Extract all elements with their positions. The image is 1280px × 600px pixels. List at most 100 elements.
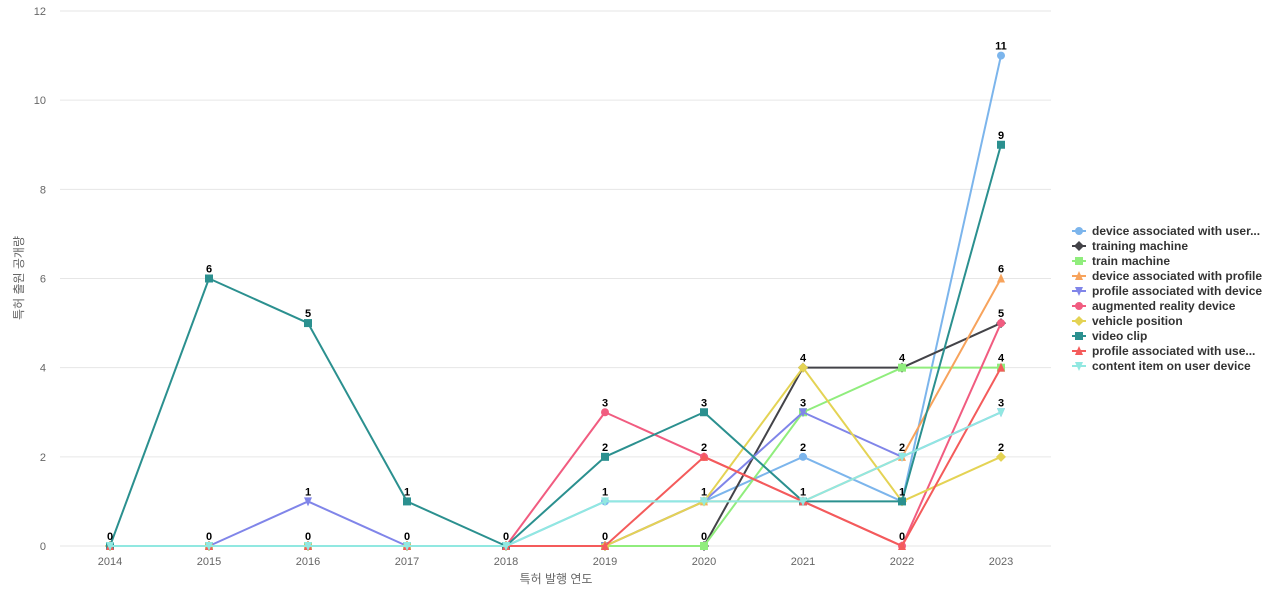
series-line-video-clip — [109, 143, 1002, 547]
y-tick-label: 10 — [34, 95, 46, 107]
data-label: 1 — [701, 486, 707, 498]
legend-marker — [1075, 257, 1083, 265]
legend: device associated with user...training m… — [1072, 224, 1262, 373]
data-point-profile-associated-with-device — [799, 408, 807, 418]
data-point-augmented-reality-device — [601, 408, 609, 417]
x-tick-label: 2014 — [98, 556, 122, 568]
legend-item-content-item-on-user-device[interactable]: content item on user device — [1072, 359, 1251, 373]
data-label: 0 — [701, 531, 707, 543]
data-point-video-clip — [304, 319, 312, 328]
data-point-video-clip — [601, 452, 609, 461]
data-point-device-associated-with-profile — [997, 273, 1005, 283]
data-label: 1 — [899, 486, 905, 498]
legend-item-video-clip[interactable]: video clip — [1072, 329, 1147, 343]
data-point-profile-associated-with-device — [304, 497, 312, 507]
data-label: 0 — [503, 531, 509, 543]
data-label: 1 — [404, 486, 410, 498]
data-label: 5 — [998, 308, 1004, 320]
data-point-content-item-on-user-device — [205, 542, 213, 551]
y-tick-label: 12 — [34, 6, 46, 18]
data-label: 5 — [305, 308, 311, 320]
legend-marker — [1075, 362, 1083, 371]
series-augmented-reality-device — [106, 319, 1005, 550]
y-axis-ticks: 0 2 4 6 8 10 12 — [34, 6, 46, 553]
y-tick-label: 8 — [40, 184, 46, 196]
y-axis-title: 특허 출원 공개량 — [12, 236, 26, 320]
legend-item-profile-associated-with-use[interactable]: profile associated with use... — [1072, 344, 1255, 358]
data-label: 11 — [995, 41, 1007, 53]
legend-item-train-machine[interactable]: train machine — [1072, 254, 1170, 268]
legend-marker — [1075, 287, 1083, 296]
data-point-content-item-on-user-device — [601, 497, 609, 507]
legend-item-profile-associated-with-device[interactable]: profile associated with device — [1072, 284, 1262, 298]
data-point-video-clip — [997, 140, 1005, 149]
data-label: 3 — [701, 397, 707, 409]
series-device-associated-with-user — [106, 51, 1005, 550]
y-tick-label: 4 — [40, 363, 46, 375]
legend-item-augmented-reality-device[interactable]: augmented reality device — [1072, 299, 1236, 313]
data-point-device-associated-with-user — [799, 452, 807, 461]
series-layer — [105, 51, 1006, 551]
y-tick-label: 2 — [40, 452, 46, 464]
legend-item-device-associated-with-user[interactable]: device associated with user... — [1072, 224, 1260, 238]
series-line-augmented-reality-device — [109, 322, 1002, 547]
legend-item-training-machine[interactable]: training machine — [1072, 239, 1188, 253]
data-point-content-item-on-user-device — [304, 542, 312, 551]
series-video-clip — [106, 140, 1005, 550]
data-point-device-associated-with-user — [997, 51, 1005, 60]
data-point-video-clip — [205, 274, 213, 283]
x-axis-title: 특허 발행 연도 — [520, 571, 593, 586]
legend-item-vehicle-position[interactable]: vehicle position — [1072, 314, 1183, 328]
legend-label: vehicle position — [1092, 314, 1183, 328]
legend-label: device associated with user... — [1092, 224, 1260, 238]
data-point-augmented-reality-device — [997, 319, 1005, 328]
data-label: 9 — [998, 130, 1004, 142]
data-label: 2 — [998, 442, 1004, 454]
data-label: 0 — [404, 531, 410, 543]
data-label: 1 — [602, 486, 608, 498]
series-content-item-on-user-device — [106, 408, 1005, 551]
series-profile-associated-with-use — [106, 362, 1005, 550]
series-line-content-item-on-user-device — [109, 411, 1002, 547]
data-point-content-item-on-user-device — [403, 542, 411, 551]
data-point-profile-associated-with-use — [700, 451, 708, 461]
legend-marker — [1075, 332, 1083, 340]
data-label: 4 — [800, 353, 807, 365]
data-point-content-item-on-user-device — [898, 452, 906, 462]
data-point-content-item-on-user-device — [106, 542, 114, 551]
series-line-training-machine — [109, 322, 1002, 547]
legend-marker — [1075, 271, 1083, 280]
x-tick-label: 2017 — [395, 556, 419, 568]
x-tick-label: 2022 — [890, 556, 914, 568]
data-label: 1 — [305, 486, 311, 498]
legend-label: training machine — [1092, 239, 1188, 253]
legend-label: profile associated with use... — [1092, 344, 1255, 358]
series-device-associated-with-profile — [106, 273, 1005, 550]
legend-label: video clip — [1092, 329, 1147, 343]
data-label: 6 — [206, 264, 212, 276]
data-label: 2 — [602, 442, 608, 454]
data-point-content-item-on-user-device — [700, 497, 708, 507]
series-line-device-associated-with-profile — [109, 277, 1002, 547]
data-label: 0 — [602, 531, 608, 543]
data-point-video-clip — [898, 497, 906, 506]
data-label: 0 — [899, 531, 905, 543]
data-label: 2 — [800, 442, 806, 454]
legend-marker — [1075, 302, 1083, 310]
legend-item-device-associated-with-profile[interactable]: device associated with profile — [1072, 269, 1262, 283]
data-label: 2 — [899, 442, 905, 454]
legend-marker — [1075, 346, 1083, 355]
data-point-content-item-on-user-device — [502, 542, 510, 551]
legend-label: device associated with profile — [1092, 269, 1262, 283]
data-label: 6 — [998, 264, 1004, 276]
legend-marker — [1074, 241, 1084, 251]
x-tick-label: 2019 — [593, 556, 617, 568]
x-tick-label: 2015 — [197, 556, 221, 568]
legend-marker — [1075, 227, 1083, 235]
data-point-video-clip — [403, 497, 411, 506]
y-tick-label: 6 — [40, 274, 46, 286]
data-point-profile-associated-with-use — [997, 362, 1005, 372]
x-tick-label: 2016 — [296, 556, 320, 568]
